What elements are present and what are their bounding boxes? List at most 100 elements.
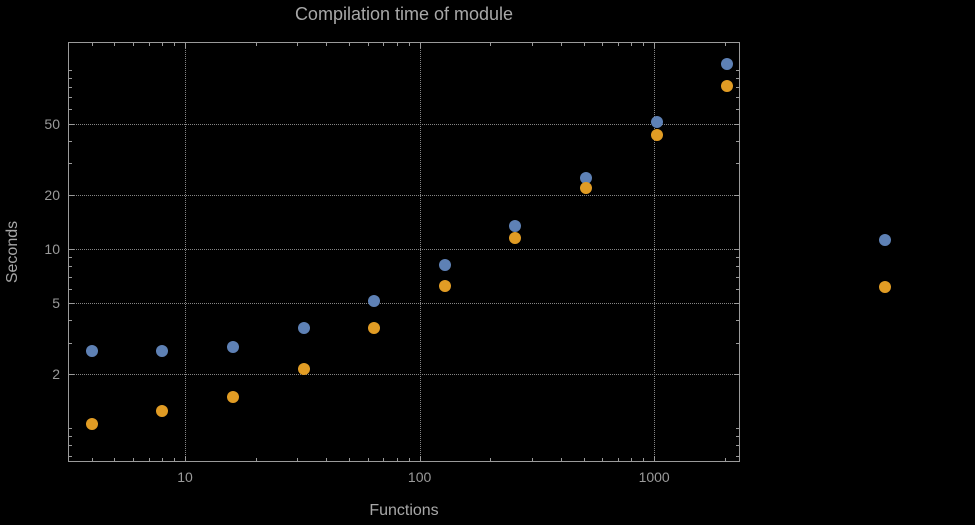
tick-mark: [349, 458, 350, 461]
tick-mark: [734, 194, 739, 196]
tick-mark: [617, 43, 619, 46]
tick-mark: [69, 109, 72, 111]
tick-mark: [736, 428, 739, 430]
y-tick-label: 50: [44, 115, 60, 132]
tick-mark: [736, 109, 739, 111]
tick-mark: [560, 43, 562, 46]
tick-mark: [255, 43, 257, 46]
tick-mark: [736, 77, 739, 79]
tick-mark: [419, 456, 421, 461]
data-point: [368, 322, 381, 335]
tick-mark: [69, 77, 72, 79]
tick-mark: [296, 458, 298, 461]
tick-mark: [736, 266, 739, 268]
legend-marker: [879, 281, 891, 293]
tick-mark: [133, 43, 135, 46]
tick-mark: [69, 436, 72, 438]
tick-mark: [602, 43, 604, 46]
tick-mark: [69, 455, 72, 457]
data-point: [85, 344, 98, 357]
tick-mark: [69, 320, 72, 322]
x-gridline: [654, 43, 656, 461]
tick-mark: [724, 43, 726, 46]
tick-mark: [185, 456, 187, 461]
tick-mark: [255, 458, 257, 461]
y-tick-label: 20: [44, 186, 60, 203]
data-point: [156, 344, 169, 357]
data-point: [579, 181, 592, 194]
tick-mark: [736, 276, 739, 278]
y-gridline: [69, 302, 739, 304]
tick-mark: [69, 428, 72, 430]
tick-mark: [734, 302, 739, 304]
tick-mark: [736, 257, 739, 259]
tick-mark: [69, 257, 72, 259]
data-point: [650, 129, 663, 142]
tick-mark: [69, 163, 72, 165]
tick-mark: [296, 43, 298, 46]
data-point: [721, 57, 734, 70]
tick-mark: [69, 194, 74, 196]
data-point: [438, 280, 451, 293]
tick-mark: [326, 458, 328, 461]
tick-mark: [631, 43, 633, 46]
y-tick-label: 10: [44, 240, 60, 257]
tick-mark: [349, 43, 350, 46]
data-point: [226, 390, 239, 403]
tick-mark: [148, 458, 150, 461]
tick-mark: [736, 163, 739, 165]
x-tick-label: 10: [177, 469, 193, 485]
tick-mark: [643, 43, 645, 46]
data-point: [721, 80, 734, 93]
tick-mark: [114, 43, 116, 46]
tick-mark: [91, 458, 93, 461]
tick-mark: [396, 458, 398, 461]
tick-mark: [736, 87, 739, 89]
chart-title: Compilation time of module: [294, 4, 514, 24]
tick-mark: [736, 455, 739, 457]
tick-mark: [408, 43, 410, 46]
tick-mark: [583, 458, 585, 461]
tick-mark: [114, 458, 116, 461]
data-point: [579, 171, 592, 184]
tick-mark: [736, 141, 739, 143]
tick-mark: [69, 141, 72, 143]
tick-mark: [91, 43, 93, 46]
tick-mark: [185, 43, 187, 48]
tick-mark: [69, 276, 72, 278]
data-point: [156, 404, 169, 417]
data-point: [650, 116, 663, 129]
y-gridline: [69, 123, 739, 125]
data-point: [297, 362, 310, 375]
tick-mark: [326, 43, 328, 46]
data-point: [85, 418, 98, 431]
tick-mark: [69, 97, 72, 99]
y-tick-label: 2: [52, 366, 60, 383]
legend: [879, 234, 891, 293]
tick-mark: [643, 458, 645, 461]
tick-mark: [617, 458, 619, 461]
tick-mark: [736, 320, 739, 322]
tick-mark: [734, 123, 739, 125]
data-point: [438, 259, 451, 272]
tick-mark: [69, 266, 72, 268]
tick-mark: [367, 458, 369, 461]
x-tick-label: 100: [407, 469, 432, 485]
tick-mark: [583, 43, 585, 46]
tick-mark: [560, 458, 562, 461]
tick-mark: [69, 342, 72, 344]
tick-mark: [174, 43, 176, 46]
y-axis-label-wrap: Seconds: [0, 42, 26, 462]
tick-mark: [419, 43, 421, 48]
tick-mark: [148, 43, 150, 46]
tick-mark: [367, 43, 369, 46]
y-gridline: [69, 374, 739, 376]
tick-mark: [133, 458, 135, 461]
x-tick-label: 1000: [638, 469, 670, 485]
data-point: [297, 322, 310, 335]
tick-mark: [69, 302, 74, 304]
tick-mark: [602, 458, 604, 461]
tick-mark: [490, 458, 492, 461]
tick-mark: [724, 458, 726, 461]
